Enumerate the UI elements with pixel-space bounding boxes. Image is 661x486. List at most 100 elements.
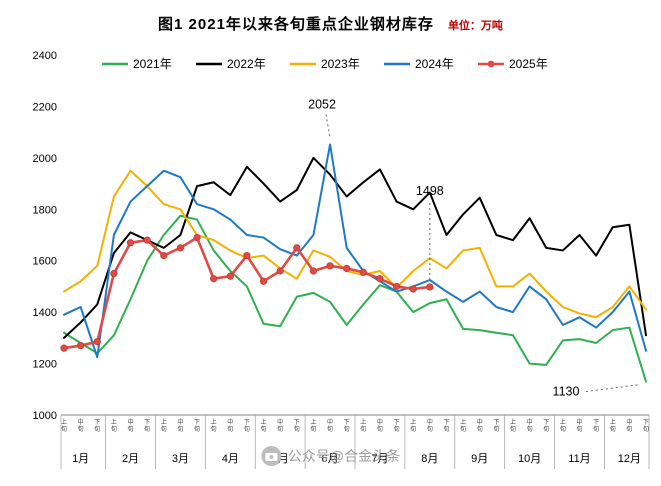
series-marker — [226, 272, 234, 280]
period-tick-label: 旬 — [410, 425, 416, 433]
month-label: 8月 — [421, 453, 438, 465]
period-tick-label: 下 — [593, 419, 599, 426]
period-tick-label: 下 — [94, 419, 100, 426]
month-label: 10月 — [518, 453, 541, 465]
period-tick-label: 旬 — [177, 425, 183, 433]
period-tick-label: 旬 — [310, 425, 316, 433]
period-tick-label: 中 — [128, 418, 134, 426]
period-tick-label: 旬 — [277, 425, 283, 433]
period-tick-label: 中 — [626, 418, 632, 426]
period-tick-label: 下 — [443, 419, 449, 426]
month-label: 1月 — [72, 453, 89, 465]
month-label: 7月 — [371, 453, 388, 465]
period-tick-label: 中 — [177, 418, 183, 426]
series-marker — [309, 267, 318, 275]
series-marker — [359, 268, 367, 276]
period-tick-label: 下 — [643, 419, 649, 426]
period-tick-label: 中 — [527, 418, 533, 426]
period-tick-label: 旬 — [78, 425, 84, 433]
period-tick-label: 中 — [377, 418, 383, 426]
period-tick-label: 上 — [310, 418, 316, 426]
y-tick-label: 1600 — [33, 256, 57, 268]
period-tick-label: 旬 — [493, 425, 499, 433]
series-marker — [93, 338, 101, 346]
period-tick-label: 上 — [560, 418, 566, 426]
period-tick-label: 旬 — [94, 425, 100, 433]
series-marker — [60, 344, 68, 352]
period-tick-label: 旬 — [626, 425, 632, 433]
series-marker — [193, 233, 201, 242]
period-tick-label: 下 — [543, 419, 549, 426]
period-tick-label: 旬 — [161, 425, 167, 433]
y-tick-label: 2200 — [33, 101, 57, 113]
period-tick-label: 旬 — [427, 425, 433, 433]
period-tick-label: 旬 — [261, 425, 267, 433]
period-tick-label: 下 — [144, 419, 150, 426]
series-marker — [293, 244, 301, 252]
month-label: 4月 — [222, 453, 239, 465]
legend-marker — [487, 60, 495, 68]
period-tick-label: 旬 — [327, 425, 333, 433]
series-marker — [343, 264, 351, 273]
series-marker — [210, 275, 218, 283]
period-tick-label: 中 — [477, 418, 483, 426]
month-label: 9月 — [471, 453, 488, 465]
period-tick-label: 旬 — [111, 425, 117, 433]
period-tick-label: 旬 — [477, 425, 483, 433]
annotation-leader — [585, 384, 641, 393]
period-tick-label: 旬 — [394, 425, 400, 433]
period-tick-label: 下 — [493, 419, 499, 426]
period-tick-label: 旬 — [576, 425, 582, 433]
period-tick-label: 旬 — [510, 425, 516, 433]
series-marker — [243, 251, 251, 260]
period-tick-label: 中 — [427, 418, 433, 426]
y-tick-label: 2400 — [33, 50, 57, 62]
period-tick-label: 旬 — [194, 425, 200, 433]
legend-label: 2025年 — [509, 57, 548, 71]
period-tick-label: 旬 — [460, 425, 466, 433]
legend-label: 2022年 — [227, 57, 266, 71]
period-tick-label: 旬 — [527, 425, 533, 433]
month-label: 2月 — [122, 453, 139, 465]
series-marker — [426, 283, 434, 291]
period-tick-label: 上 — [111, 418, 117, 426]
series-marker — [77, 341, 85, 350]
period-tick-label: 旬 — [227, 425, 233, 433]
period-tick-label: 旬 — [244, 425, 250, 433]
series-line-2024年 — [63, 143, 647, 359]
period-tick-label: 中 — [227, 418, 233, 426]
legend-label: 2023年 — [321, 57, 360, 71]
series-marker — [176, 244, 184, 252]
series-line-2021年 — [63, 214, 647, 383]
period-tick-label: 上 — [510, 418, 516, 426]
series-marker — [160, 251, 168, 260]
month-label: 3月 — [172, 453, 189, 465]
series-line-2023年 — [63, 169, 647, 319]
period-tick-label: 旬 — [443, 425, 449, 433]
period-tick-label: 旬 — [643, 425, 649, 433]
annotation-leader — [325, 114, 331, 139]
series-marker — [143, 236, 151, 244]
y-tick-label: 1000 — [33, 410, 57, 422]
series-marker — [276, 267, 284, 275]
period-tick-label: 旬 — [344, 425, 350, 433]
period-tick-label: 下 — [194, 419, 200, 426]
period-tick-label: 旬 — [560, 425, 566, 433]
period-tick-label: 上 — [261, 418, 267, 426]
period-tick-label: 上 — [410, 418, 416, 426]
period-tick-label: 上 — [610, 418, 616, 426]
annotation-label: 2052 — [308, 97, 336, 111]
period-tick-label: 上 — [161, 418, 167, 426]
period-tick-label: 下 — [394, 419, 400, 426]
title-row: 图1 2021年以来各旬重点企业钢材库存 单位：万吨 — [0, 13, 661, 34]
month-label: 6月 — [321, 453, 338, 465]
period-tick-label: 旬 — [128, 425, 134, 433]
period-tick-label: 中 — [78, 418, 84, 426]
series-marker — [126, 239, 135, 247]
chart-title: 图1 2021年以来各旬重点企业钢材库存 — [158, 16, 434, 33]
series-marker — [326, 262, 334, 270]
period-tick-label: 旬 — [377, 425, 383, 433]
series-marker — [376, 275, 384, 283]
